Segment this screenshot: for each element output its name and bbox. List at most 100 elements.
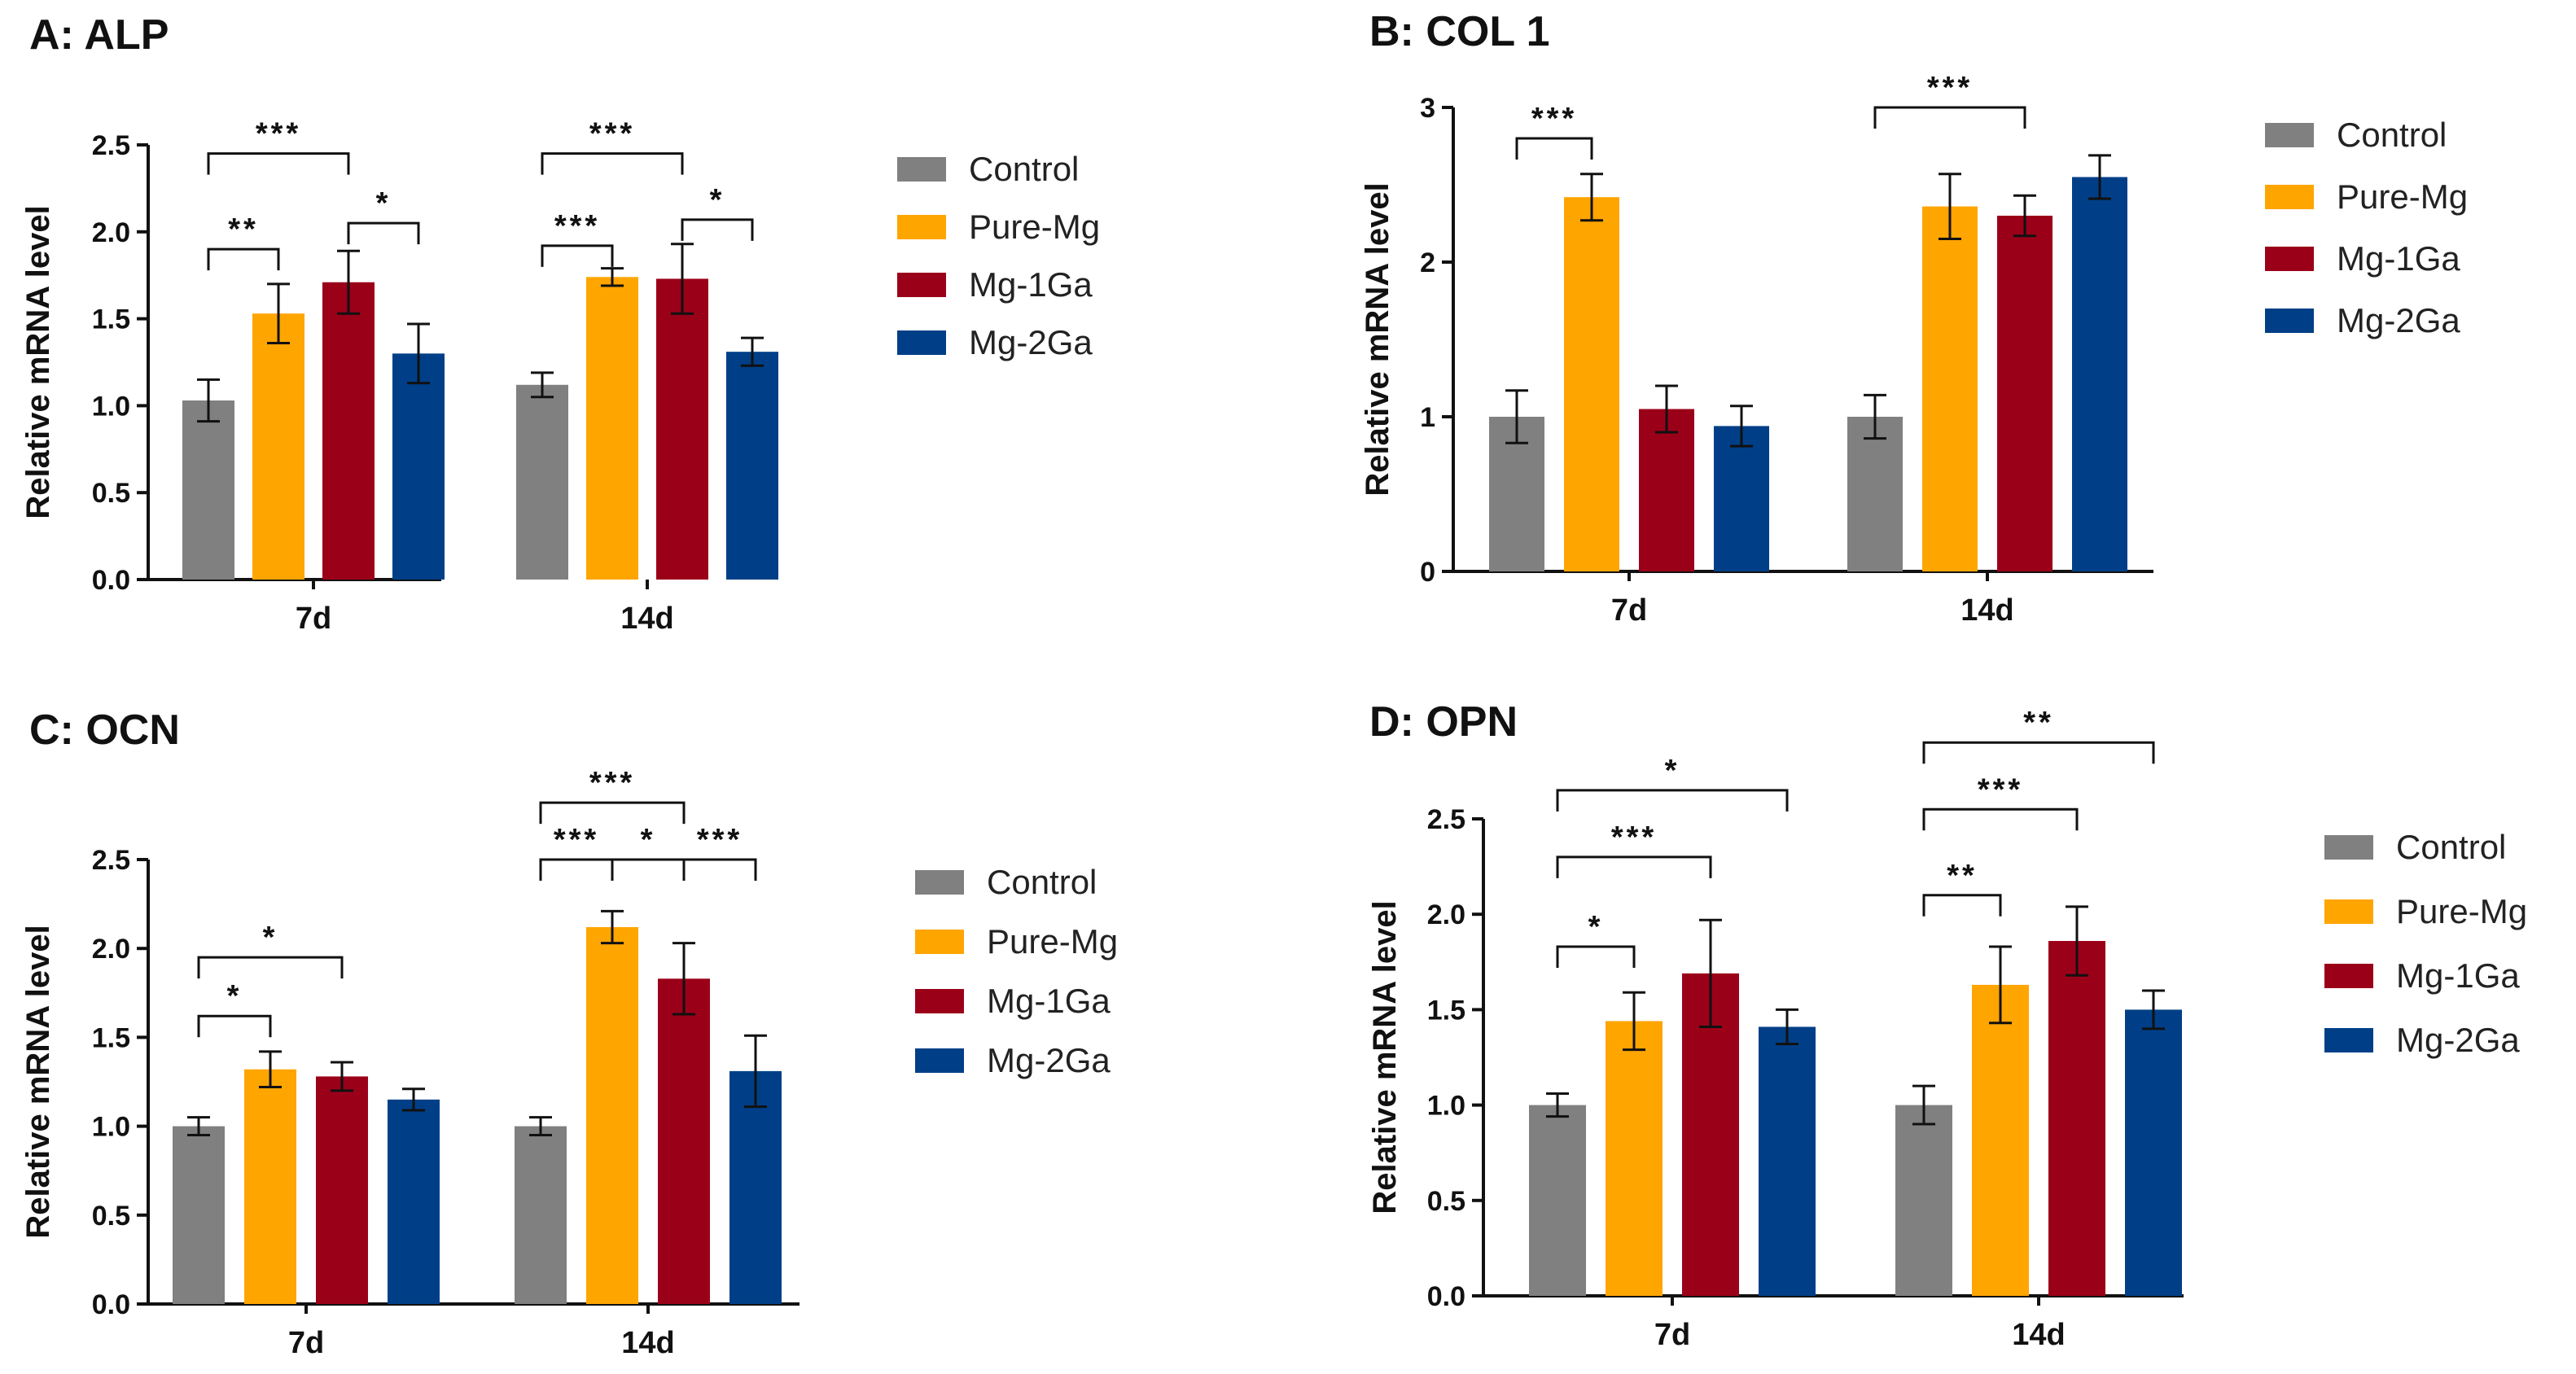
legend-label-mg-1ga: Mg-1Ga (987, 982, 1111, 1020)
y-axis-label: Relative mRNA level (20, 205, 56, 519)
y-tick-label: 2 (1420, 247, 1435, 278)
y-tick-label: 2.5 (92, 130, 130, 161)
significance-bracket (611, 858, 686, 881)
legend-swatch-pure-mg (2265, 185, 2314, 209)
significance-bracket (347, 221, 420, 245)
bar-mg-1ga-14d (1997, 216, 2052, 571)
significance-bracket (682, 858, 757, 881)
significance-bracket (207, 247, 280, 271)
significance-label: *** (1531, 102, 1577, 136)
significance-label: ** (2023, 706, 2054, 740)
legend: Control Pure-Mg Mg-1Ga Mg-2Ga (2265, 116, 2468, 339)
chart-panel-3: C: OCN Relative mRNA level 0.0 0.5 1.0 1.5 2.0… (20, 707, 1118, 1360)
legend-swatch-mg-2ga (2265, 308, 2314, 333)
bar-mg-1ga-7d (1639, 409, 1694, 571)
panel-title: D: OPN (1369, 698, 1518, 746)
significance-bracket (1922, 741, 2155, 764)
x-tick-label: 14d (2012, 1318, 2065, 1352)
y-axis-label: Relative mRNA level (20, 925, 56, 1238)
bar-pure-mg-14d (1972, 984, 2029, 1296)
legend-label-mg-2ga: Mg-2Ga (987, 1041, 1111, 1079)
y-axis-label: Relative mRNA level (1367, 900, 1403, 1214)
significance-label: * (227, 979, 243, 1013)
significance-bracket (1515, 137, 1593, 160)
chart-panel-4: D: OPN Relative mRNA level 0.0 0.5 1.0 1.5 2.0… (1367, 698, 2527, 1352)
significance-label: *** (1927, 71, 1973, 105)
y-tick-label: 2.0 (92, 934, 130, 965)
legend-swatch-mg-1ga (2265, 247, 2314, 271)
bar-mg-1ga-14d (2048, 941, 2105, 1296)
y-tick-label: 0.0 (92, 565, 130, 596)
legend-swatch-control (2265, 123, 2314, 147)
y-tick-label: 0.5 (1427, 1186, 1465, 1217)
significance-label: * (710, 183, 725, 217)
bar-pure-mg-14d (586, 277, 638, 580)
legend-label-control: Control (2396, 828, 2506, 866)
y-tick-label: 2.0 (92, 217, 130, 248)
bar-mg-1ga-7d (322, 282, 375, 580)
significance-bracket (197, 1014, 272, 1038)
bar-control-7d (182, 400, 234, 580)
significance-bracket (541, 244, 614, 267)
x-tick-label: 7d (1611, 593, 1647, 628)
x-tick-label: 14d (621, 1326, 674, 1360)
legend-swatch-control (2324, 835, 2373, 860)
y-tick-label: 0 (1420, 557, 1435, 588)
legend-label-pure-mg: Pure-Mg (2337, 177, 2468, 216)
bar-mg-2ga-14d (729, 1070, 782, 1304)
significance-label: *** (554, 209, 600, 243)
significance-bracket (1556, 945, 1636, 969)
legend: Control Pure-Mg Mg-1Ga Mg-2Ga (897, 150, 1100, 361)
legend-swatch-mg-2ga (915, 1048, 964, 1073)
bar-pure-mg-14d (586, 926, 638, 1304)
bar-pure-mg-7d (252, 313, 304, 580)
bar-pure-mg-7d (1564, 197, 1619, 571)
y-tick-label: 1.0 (92, 391, 130, 422)
bar-mg-2ga-7d (1759, 1026, 1816, 1296)
significance-label: * (1665, 754, 1680, 788)
bar-mg-2ga-14d (726, 352, 778, 580)
x-tick-label: 14d (1960, 593, 2013, 628)
y-tick-label: 0.5 (92, 478, 130, 509)
chart-panel-2: B: COL 1 Relative mRNA level 0 1 2 3 7d 14d *** *… (1360, 8, 2468, 628)
significance-label: ** (1947, 859, 1978, 893)
significance-bracket (197, 956, 344, 979)
bar-control-7d (1529, 1105, 1586, 1296)
legend-swatch-control (915, 870, 964, 895)
y-tick-label: 0.5 (92, 1201, 130, 1232)
bar-pure-mg-7d (244, 1069, 296, 1304)
significance-bracket (207, 152, 350, 175)
bar-control-14d (1895, 1105, 1952, 1296)
bar-pure-mg-14d (1922, 206, 1978, 571)
significance-label: *** (1978, 772, 2023, 807)
significance-label: *** (589, 766, 635, 800)
y-tick-label: 1.5 (92, 1022, 130, 1053)
significance-label: *** (589, 117, 635, 151)
y-tick-label: 1.5 (92, 304, 130, 335)
bar-mg-2ga-14d (2072, 177, 2127, 571)
legend-swatch-pure-mg (915, 930, 964, 954)
legend-label-pure-mg: Pure-Mg (969, 208, 1100, 246)
legend-swatch-mg-1ga (897, 273, 946, 297)
legend-swatch-mg-1ga (2324, 964, 2373, 988)
bar-mg-2ga-14d (2125, 1009, 2182, 1296)
legend-label-mg-2ga: Mg-2Ga (2337, 301, 2460, 339)
legend-label-mg-2ga: Mg-2Ga (969, 323, 1093, 361)
legend-label-pure-mg: Pure-Mg (987, 922, 1118, 960)
y-tick-label: 1.0 (92, 1112, 130, 1143)
legend-label-control: Control (2337, 116, 2447, 154)
legend-label-control: Control (969, 150, 1079, 188)
legend-label-mg-2ga: Mg-2Ga (2396, 1021, 2520, 1059)
bar-control-14d (516, 384, 568, 580)
significance-bracket (681, 218, 754, 241)
y-tick-label: 3 (1420, 93, 1435, 124)
y-tick-label: 0.0 (1427, 1281, 1465, 1312)
significance-label: * (263, 921, 278, 955)
x-tick-label: 7d (288, 1326, 324, 1360)
significance-label: *** (554, 823, 599, 857)
significance-bracket (1922, 894, 2002, 917)
panel-title: B: COL 1 (1369, 8, 1550, 55)
legend-swatch-mg-2ga (2324, 1028, 2373, 1052)
significance-label: ** (228, 212, 259, 247)
